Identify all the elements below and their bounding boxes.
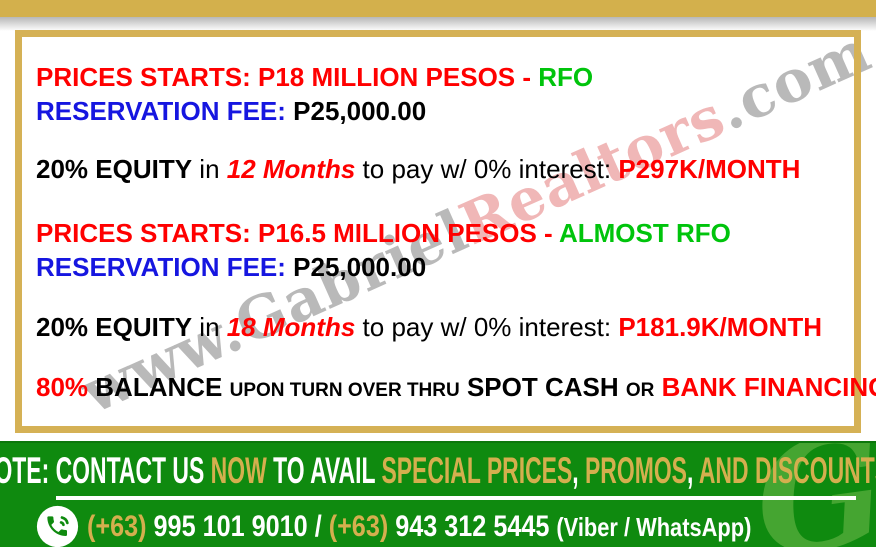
offer2-status-badge: ALMOST RFO — [558, 218, 731, 248]
banner-note-text: NOTE: CONTACT US NOW TO AVAIL SPECIAL PR… — [0, 450, 876, 492]
phone2-country-code: (+63) — [328, 509, 389, 543]
offer1-reservation-value: P25,000.00 — [285, 96, 427, 126]
offer1-reservation-label: RESERVATION FEE: — [36, 96, 286, 126]
offer2-reservation-value: P25,000.00 — [285, 252, 427, 282]
offer2-equity-label: 20% EQUITY — [36, 312, 193, 342]
offer1-interest-text: to pay w/ 0% interest: — [355, 154, 619, 184]
offer1-price-label: PRICES STARTS: P18 MILLION PESOS - — [36, 62, 539, 92]
note-comma2: , — [687, 450, 700, 491]
phone1-country-code: (+63) — [87, 509, 147, 543]
offer1-reservation-line: RESERVATION FEE: P25,000.00 — [36, 96, 844, 126]
offer1-in-word: in — [192, 154, 227, 184]
note-now-word: NOW — [210, 450, 267, 491]
top-gold-strip — [0, 0, 876, 17]
balance-line: 80% BALANCE UPON TURN OVER THRU SPOT CAS… — [36, 372, 876, 406]
banner-divider — [56, 496, 856, 500]
offer1-status-badge: RFO — [538, 62, 594, 92]
balance-percent: 80% — [36, 372, 89, 402]
note-comma1: , — [572, 450, 586, 491]
offer1-monthly-amount: P297K/MONTH — [618, 154, 801, 184]
phone-row: (+63) 995 101 9010 / (+63) 943 312 5445 … — [0, 505, 876, 547]
offer2-equity-line: 20% EQUITY in 18 Months to pay w/ 0% int… — [36, 312, 844, 342]
banner-note-line: NOTE: CONTACT US NOW TO AVAIL SPECIAL PR… — [0, 450, 876, 492]
balance-bank-financing: BANK FINANCING — [654, 372, 876, 402]
offer2-monthly-amount: P181.9K/MONTH — [618, 312, 823, 342]
messaging-apps-label: (Viber / WhatsApp) — [556, 511, 752, 542]
balance-word: BALANCE — [88, 372, 230, 402]
note-to-avail: TO AVAIL — [266, 450, 382, 491]
note-special-prices: SPECIAL PRICES — [381, 450, 573, 491]
offer2-reservation-line: RESERVATION FEE: P25,000.00 — [36, 252, 844, 282]
balance-or-word: OR — [625, 380, 655, 401]
offer2-in-word: in — [192, 312, 227, 342]
pricing-panel-content: PRICES STARTS: P18 MILLION PESOS - RFO R… — [22, 37, 876, 406]
offer1-months: 12 Months — [226, 154, 356, 184]
note-promos: PROMOS — [585, 450, 688, 491]
contact-banner: G NOTE: CONTACT US NOW TO AVAIL SPECIAL … — [0, 441, 876, 547]
pricing-panel: PRICES STARTS: P18 MILLION PESOS - RFO R… — [15, 30, 876, 433]
phone-numbers-text: (+63) 995 101 9010 / (+63) 943 312 5445 … — [87, 510, 751, 544]
offer1-equity-label: 20% EQUITY — [36, 154, 193, 184]
phone-call-icon — [36, 505, 79, 547]
offer2-reservation-label: RESERVATION FEE: — [36, 252, 286, 282]
offer1-price-line: PRICES STARTS: P18 MILLION PESOS - RFO — [36, 62, 844, 92]
note-and-discounts: AND DISCOUNTS! — [699, 450, 876, 491]
note-prefix: NOTE: CONTACT US — [0, 450, 211, 491]
offer2-months: 18 Months — [226, 312, 356, 342]
balance-upon-text: UPON TURN OVER THRU — [229, 380, 460, 401]
balance-spot-cash: SPOT CASH — [459, 372, 626, 402]
offer2-interest-text: to pay w/ 0% interest: — [355, 312, 619, 342]
top-strip-shadow — [0, 17, 876, 31]
offer1-equity-line: 20% EQUITY in 12 Months to pay w/ 0% int… — [36, 154, 844, 184]
offer2-price-label: PRICES STARTS: P16.5 MILLION PESOS - — [36, 218, 559, 248]
offer2-price-line: PRICES STARTS: P16.5 MILLION PESOS - ALM… — [36, 218, 844, 248]
phone2-number: 943 312 5445 — [388, 509, 557, 543]
phone1-number: 995 101 9010 / — [146, 509, 329, 543]
